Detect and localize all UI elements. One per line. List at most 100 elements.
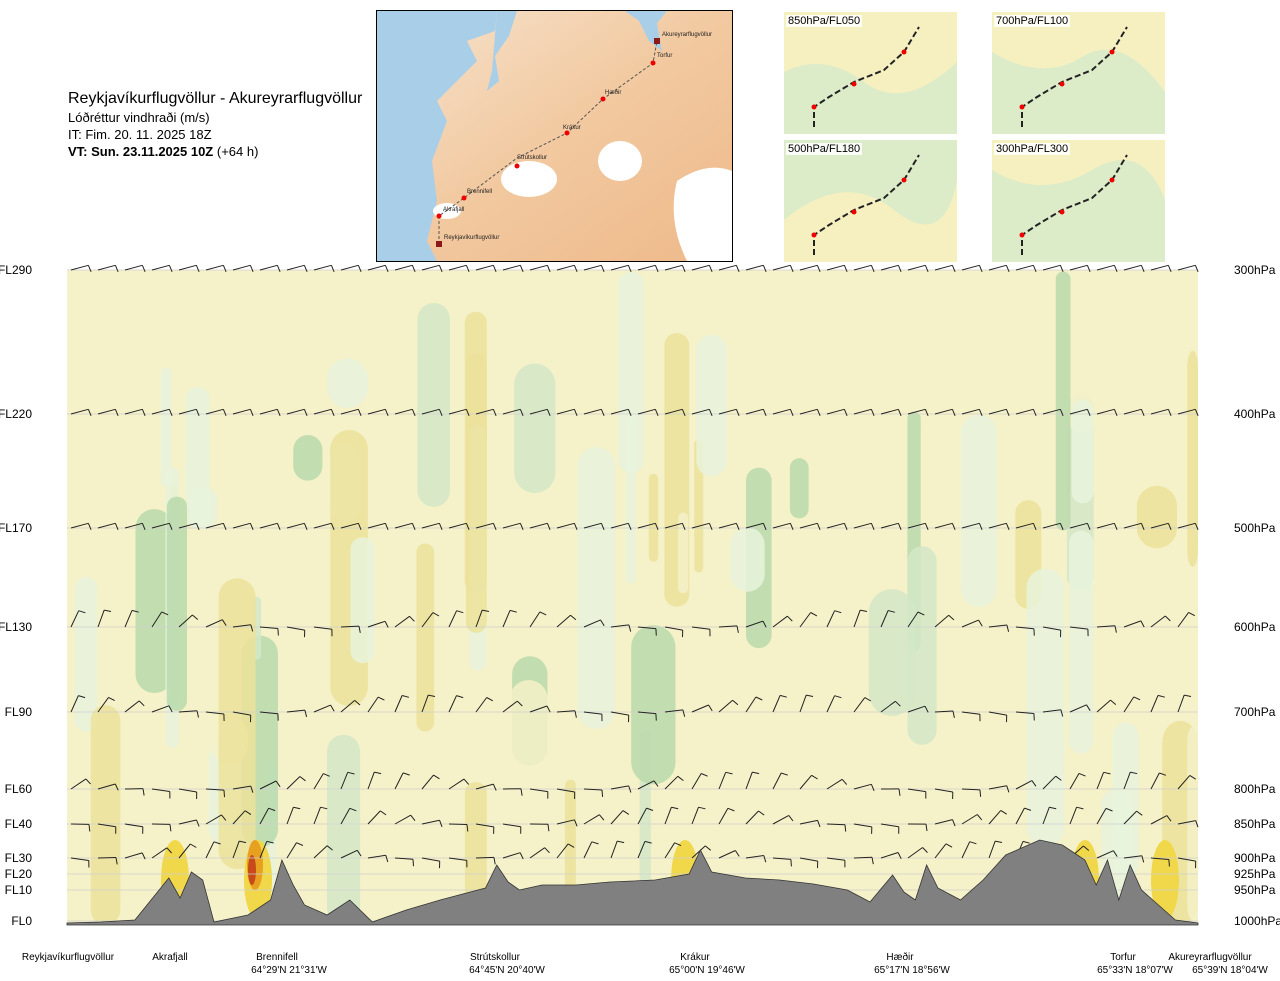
wind-barb	[853, 408, 875, 416]
wind-barb	[880, 852, 902, 860]
wind-barb	[799, 408, 821, 416]
field-cell	[925, 341, 960, 440]
wind-barb	[205, 408, 227, 416]
station-name: Reykjavíkurflugvöllur	[22, 952, 115, 963]
wind-barb	[1177, 408, 1199, 416]
wind-barb	[880, 788, 901, 796]
hpa-label: 600hPa	[1234, 620, 1276, 634]
wind-barb	[637, 840, 652, 859]
wind-barb	[259, 522, 281, 530]
station-name: Torfur	[1110, 952, 1136, 963]
wind-barb	[745, 522, 767, 530]
wind-barb	[286, 264, 308, 272]
wind-barb	[637, 780, 659, 790]
wind-barb	[421, 522, 443, 530]
wind-barb	[151, 823, 172, 832]
wind-barb	[799, 612, 818, 628]
map-label-rkv: Reykjavíkurflugvöllur	[444, 235, 499, 241]
wind-barb	[826, 857, 846, 868]
wind-barb	[205, 522, 227, 530]
wind-barb	[610, 408, 632, 416]
wind-barb	[394, 814, 416, 825]
wind-barb	[124, 264, 146, 272]
wind-barb	[232, 408, 254, 416]
fl-label: FL90	[5, 705, 33, 719]
wind-barb	[961, 711, 981, 722]
wind-barb	[313, 408, 335, 416]
wind-barb	[907, 264, 929, 272]
wind-barb	[70, 823, 91, 832]
wind-barb	[178, 819, 200, 827]
wind-barb	[772, 408, 794, 416]
wind-barb	[286, 408, 308, 416]
wind-barb	[1015, 626, 1035, 636]
wind-barb	[961, 408, 983, 416]
field-cell	[789, 458, 809, 519]
wind-barb	[286, 776, 306, 790]
field-cell	[382, 391, 405, 622]
wind-barb	[1123, 264, 1145, 272]
wind-barb	[637, 408, 659, 416]
wind-barb	[178, 522, 200, 530]
wind-barb	[1150, 815, 1172, 825]
wind-barb	[394, 772, 410, 790]
field-cell	[868, 589, 916, 716]
wind-barb	[961, 522, 983, 530]
field-cell	[509, 680, 548, 851]
wind-barb	[448, 778, 470, 790]
wind-barb	[421, 819, 443, 827]
map-label-akrafjall: Akrafjall	[443, 207, 464, 213]
wind-barb	[124, 852, 146, 860]
wind-barb	[718, 850, 740, 859]
airport-aey-marker	[654, 38, 660, 44]
wind-barb	[772, 772, 788, 790]
mini-map-300-svg	[992, 140, 1165, 262]
wind-barb	[664, 408, 686, 416]
station-name: Strútskollur	[470, 952, 521, 963]
wind-barb	[718, 771, 733, 790]
wind-barb	[1150, 522, 1172, 530]
wind-barb	[934, 614, 955, 628]
wind-barb	[718, 699, 739, 713]
wind-barb	[826, 408, 848, 416]
wind-barb	[556, 264, 578, 272]
wind-barb	[961, 264, 983, 272]
wind-barb	[691, 704, 713, 713]
wind-barb	[367, 854, 389, 863]
wind-barb	[988, 408, 1010, 416]
wind-barb	[367, 522, 389, 530]
wind-barb	[826, 522, 848, 530]
wind-barb	[907, 522, 929, 530]
wind-barb	[1123, 522, 1145, 530]
wind-barb	[799, 857, 819, 869]
wind-barb	[97, 823, 117, 834]
valid-time-bold: VT: Sun. 23.11.2025 10Z	[68, 144, 214, 159]
wind-barb	[367, 620, 389, 628]
wind-barb	[340, 807, 357, 825]
wind-barb	[556, 710, 577, 718]
wind-barb	[1177, 857, 1197, 869]
station-coord: 64°29'N 21°31'W	[251, 965, 327, 976]
wind-barb	[1042, 408, 1064, 416]
wind-barb	[475, 856, 496, 865]
map-label-aey: Akureyrarflugvöllur	[662, 32, 712, 38]
station-labels: Reykjavíkurflugvöllur Akrafjall Brennifell…	[22, 951, 1269, 976]
mini-map-700-svg	[992, 12, 1165, 134]
route-line	[438, 40, 658, 244]
field-cell	[696, 334, 727, 477]
wind-barb	[988, 840, 1003, 859]
hpa-label: 300hPa	[1234, 263, 1276, 277]
wind-barb	[610, 785, 632, 793]
wind-barb	[367, 771, 382, 790]
wind-barb	[151, 522, 173, 530]
wind-barb	[502, 264, 524, 272]
wind-barb	[475, 823, 495, 834]
hpa-label: 700hPa	[1234, 705, 1276, 719]
field-cell	[1078, 314, 1109, 397]
field-cell	[648, 473, 659, 562]
wind-barb	[1042, 264, 1064, 272]
wind-barb	[610, 810, 630, 825]
wind-barb	[1015, 408, 1037, 416]
wind-barb	[745, 855, 767, 863]
wind-barb	[1015, 522, 1037, 530]
